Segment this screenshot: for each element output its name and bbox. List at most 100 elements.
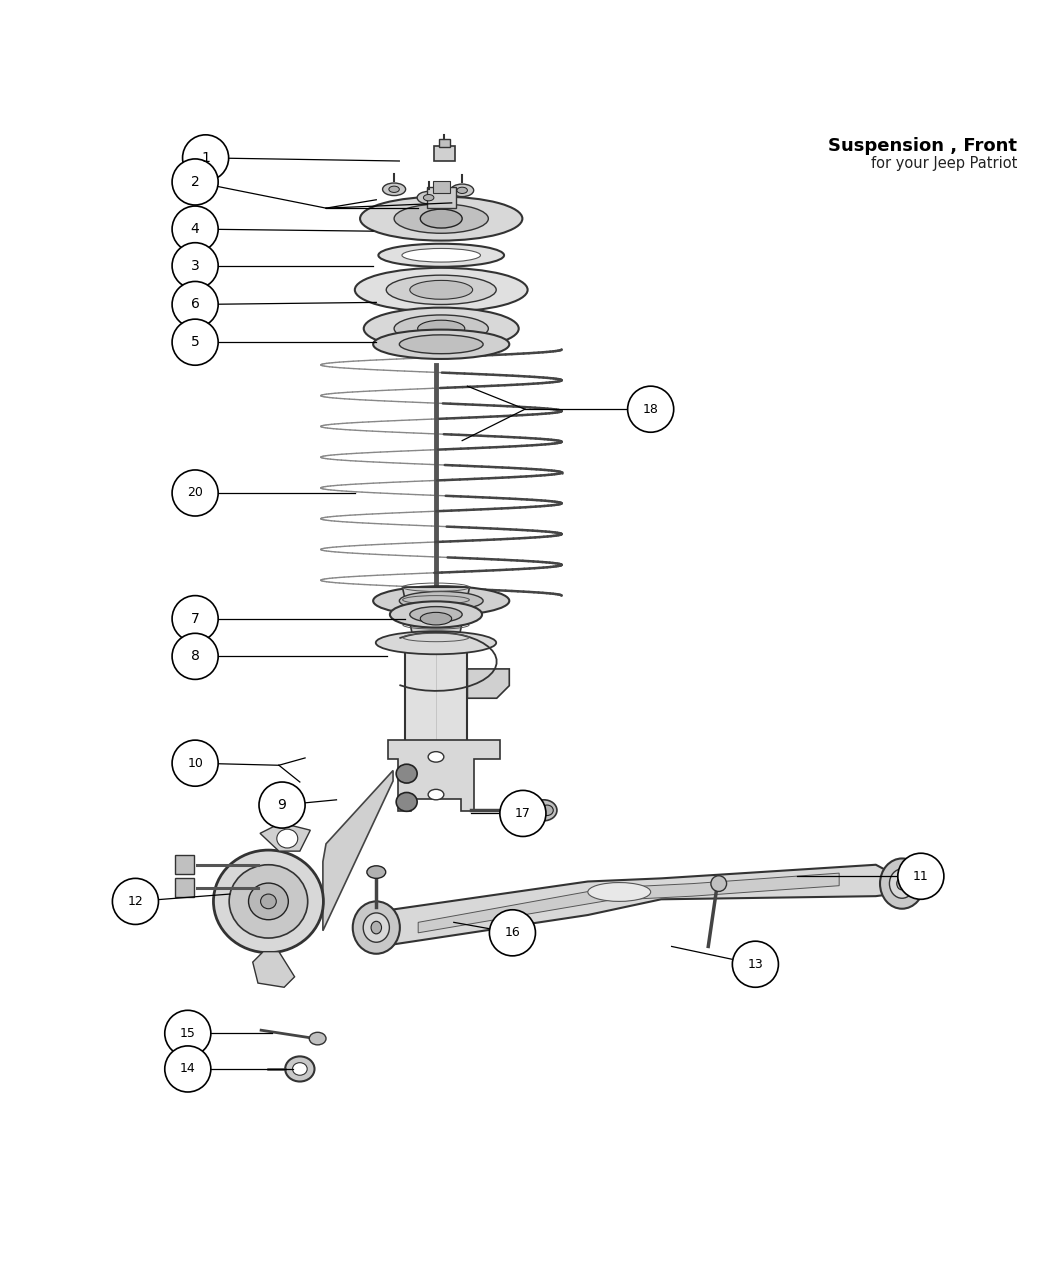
Circle shape xyxy=(172,740,218,787)
Ellipse shape xyxy=(457,187,467,194)
Text: 13: 13 xyxy=(748,958,763,970)
Ellipse shape xyxy=(410,280,472,300)
Polygon shape xyxy=(467,669,509,699)
Ellipse shape xyxy=(541,805,553,816)
Ellipse shape xyxy=(353,901,400,954)
Ellipse shape xyxy=(394,315,488,342)
Text: 1: 1 xyxy=(202,150,210,164)
Text: 14: 14 xyxy=(180,1062,195,1075)
Ellipse shape xyxy=(418,320,465,337)
Circle shape xyxy=(172,159,218,205)
Text: 11: 11 xyxy=(914,870,929,882)
Ellipse shape xyxy=(897,877,907,890)
Ellipse shape xyxy=(382,184,405,195)
Ellipse shape xyxy=(277,829,298,848)
Ellipse shape xyxy=(371,922,381,933)
Ellipse shape xyxy=(376,631,497,654)
Ellipse shape xyxy=(396,764,417,783)
Polygon shape xyxy=(418,873,839,933)
Circle shape xyxy=(172,319,218,365)
Ellipse shape xyxy=(880,858,924,909)
Polygon shape xyxy=(404,638,467,797)
Circle shape xyxy=(172,595,218,641)
Ellipse shape xyxy=(260,894,276,909)
Ellipse shape xyxy=(213,850,323,952)
Circle shape xyxy=(489,910,536,956)
Ellipse shape xyxy=(399,592,483,611)
Ellipse shape xyxy=(417,191,440,204)
Ellipse shape xyxy=(249,884,289,919)
Text: for your Jeep Patriot: for your Jeep Patriot xyxy=(870,156,1017,171)
Ellipse shape xyxy=(588,882,651,901)
Circle shape xyxy=(628,386,674,432)
Text: 2: 2 xyxy=(191,175,200,189)
Text: 4: 4 xyxy=(191,222,200,236)
Polygon shape xyxy=(253,951,295,987)
Circle shape xyxy=(172,242,218,288)
Ellipse shape xyxy=(450,184,474,196)
Text: Suspension , Front: Suspension , Front xyxy=(828,136,1017,156)
Ellipse shape xyxy=(293,1062,308,1075)
Text: 16: 16 xyxy=(505,927,521,940)
Text: 8: 8 xyxy=(191,649,200,663)
Circle shape xyxy=(165,1010,211,1057)
Ellipse shape xyxy=(229,864,308,938)
Ellipse shape xyxy=(889,870,915,899)
Text: 3: 3 xyxy=(191,259,200,273)
Bar xyxy=(433,181,449,194)
Circle shape xyxy=(732,941,778,987)
Circle shape xyxy=(898,853,944,899)
Ellipse shape xyxy=(310,1033,327,1045)
Ellipse shape xyxy=(378,244,504,266)
Bar xyxy=(175,878,194,898)
Ellipse shape xyxy=(420,612,451,625)
Text: 20: 20 xyxy=(187,487,203,500)
Circle shape xyxy=(165,1046,211,1091)
Ellipse shape xyxy=(366,866,385,878)
Bar xyxy=(434,147,455,161)
Circle shape xyxy=(172,470,218,516)
Ellipse shape xyxy=(286,1057,315,1081)
Bar xyxy=(439,139,449,148)
Ellipse shape xyxy=(402,249,481,263)
Text: 12: 12 xyxy=(127,895,143,908)
Ellipse shape xyxy=(428,752,444,762)
Ellipse shape xyxy=(410,607,462,622)
Circle shape xyxy=(172,282,218,328)
Circle shape xyxy=(500,790,546,836)
Ellipse shape xyxy=(396,793,417,811)
Ellipse shape xyxy=(388,186,399,193)
Polygon shape xyxy=(260,822,311,852)
Ellipse shape xyxy=(360,196,523,241)
Ellipse shape xyxy=(390,602,482,627)
Circle shape xyxy=(172,634,218,680)
Text: 15: 15 xyxy=(180,1026,195,1040)
Text: 6: 6 xyxy=(191,297,200,311)
Text: 9: 9 xyxy=(277,798,287,812)
Text: 10: 10 xyxy=(187,756,203,770)
Circle shape xyxy=(172,207,218,252)
Polygon shape xyxy=(402,588,469,638)
Ellipse shape xyxy=(399,335,483,353)
Ellipse shape xyxy=(386,275,497,305)
Ellipse shape xyxy=(428,789,444,799)
Ellipse shape xyxy=(530,799,556,821)
Ellipse shape xyxy=(423,195,434,200)
Polygon shape xyxy=(387,740,500,811)
Bar xyxy=(175,856,194,875)
Ellipse shape xyxy=(394,204,488,233)
Circle shape xyxy=(183,135,229,181)
Text: 5: 5 xyxy=(191,335,200,349)
Ellipse shape xyxy=(373,330,509,360)
Ellipse shape xyxy=(711,876,727,891)
Text: 7: 7 xyxy=(191,612,200,626)
Ellipse shape xyxy=(363,307,519,349)
Circle shape xyxy=(112,878,159,924)
Text: 17: 17 xyxy=(514,807,531,820)
Polygon shape xyxy=(323,770,393,931)
Text: 18: 18 xyxy=(643,403,658,416)
Ellipse shape xyxy=(363,913,390,942)
Ellipse shape xyxy=(355,268,527,312)
Bar xyxy=(426,187,456,208)
Ellipse shape xyxy=(373,586,509,616)
